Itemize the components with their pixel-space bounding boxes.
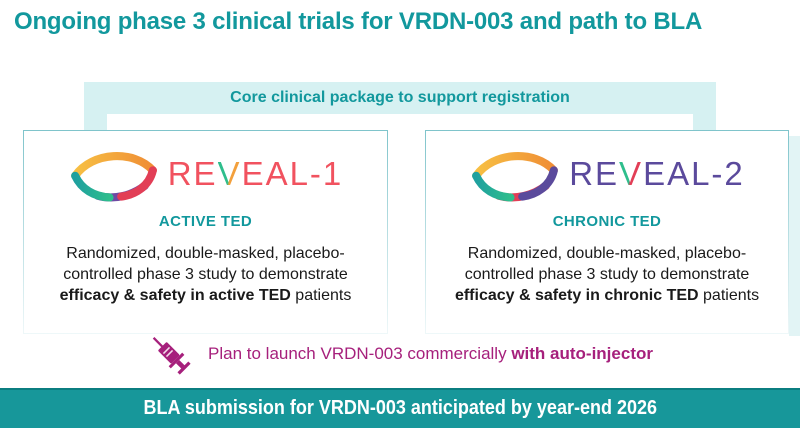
banner-label: Core clinical package to support registr… [230,89,570,106]
footer-label: BLA submission for VRDN-003 anticipated … [143,397,657,419]
trial-description: Randomized, double-masked, placebo-contr… [454,245,760,304]
launch-note: Plan to launch VRDN-003 commercially wit… [0,330,800,378]
trial-type-label: CHRONIC TED [552,213,662,230]
bla-footer-bar: BLA submission for VRDN-003 anticipated … [0,388,800,428]
launch-note-text: Plan to launch VRDN-003 commercially wit… [208,344,653,363]
reveal-2-eye-icon [472,152,559,202]
core-package-banner: Core clinical package to support registr… [84,82,716,130]
syringe-icon [152,337,191,375]
trial-type-label: ACTIVE TED [158,213,253,230]
trial-description: Randomized, double-masked, placebo-contr… [59,245,352,304]
reveal-1-card: REVEAL-1 ACTIVE TED Randomized, double-m… [23,130,388,334]
card-stack-shadow [789,136,800,336]
reveal-2-card: REVEAL-2 CHRONIC TED Randomized, double-… [425,130,789,334]
banner-inner-cutout [107,114,693,130]
reveal-2-wordmark: REVEAL-2 [569,155,745,192]
reveal-1-eye-icon [70,152,157,202]
page-title: Ongoing phase 3 clinical trials for VRDN… [14,8,703,35]
reveal-2-logo: REVEAL-2 [469,145,745,203]
reveal-1-wordmark: REVEAL-1 [167,155,344,192]
reveal-1-logo: REVEAL-1 [68,145,344,203]
